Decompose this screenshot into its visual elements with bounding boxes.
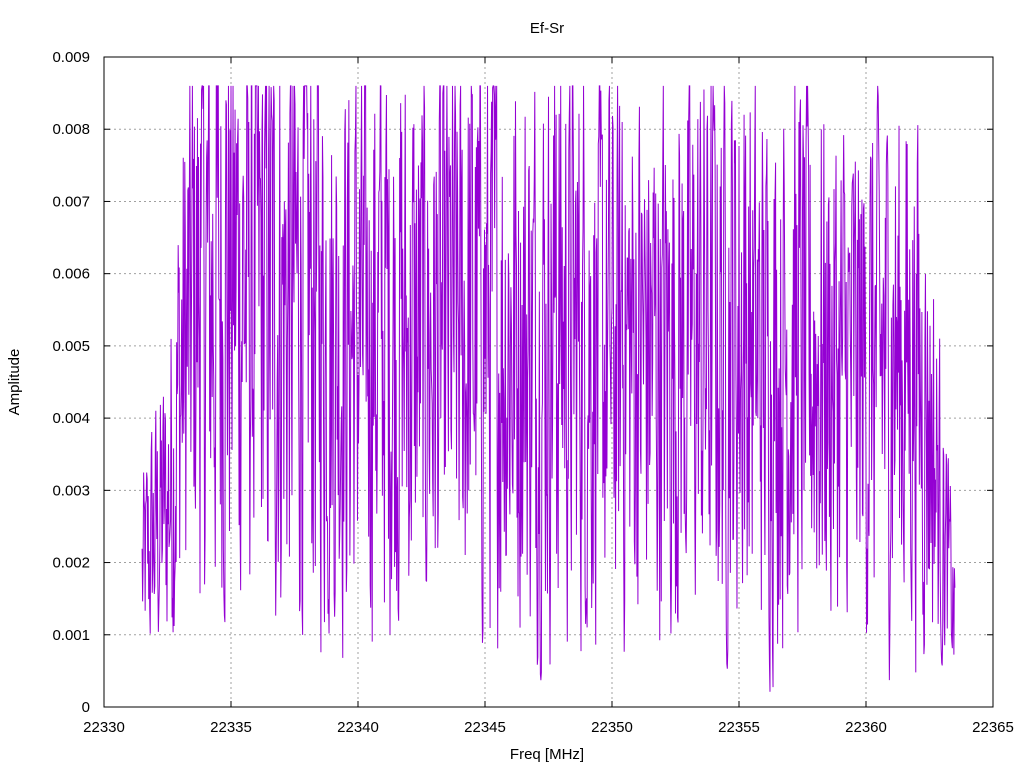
- tick-marks: [103, 56, 994, 708]
- x-tick-label: 22350: [591, 719, 633, 736]
- x-tick-label: 22330: [83, 719, 125, 736]
- series-line: [141, 85, 956, 692]
- chart-title: Ef-Sr: [530, 20, 564, 37]
- x-tick-label: 22360: [845, 719, 887, 736]
- x-tick-labels: 22330 22335 22340 22345 22350 22355 22360 22365: [83, 719, 1014, 736]
- y-axis-label: Amplitude: [6, 349, 23, 416]
- y-tick-label: 0: [82, 699, 90, 716]
- x-axis-label: Freq [MHz]: [510, 746, 584, 763]
- series-layer: [141, 85, 956, 692]
- x-tick-label: 22355: [718, 719, 760, 736]
- y-tick-label: 0.006: [52, 266, 90, 283]
- y-tick-label: 0.007: [52, 193, 90, 210]
- y-tick-label: 0.008: [52, 121, 90, 138]
- x-tick-label: 22345: [464, 719, 506, 736]
- y-tick-label: 0.003: [52, 482, 90, 499]
- x-tick-label: 22365: [972, 719, 1014, 736]
- y-tick-label: 0.009: [52, 49, 90, 66]
- y-tick-labels: 0 0.001 0.002 0.003 0.004 0.005 0.006 0.007 0.00…: [52, 49, 90, 716]
- x-tick-label: 22335: [210, 719, 252, 736]
- y-tick-label: 0.005: [52, 338, 90, 355]
- y-tick-label: 0.004: [52, 410, 90, 427]
- x-tick-label: 22340: [337, 719, 379, 736]
- plot-frame: [103, 56, 994, 708]
- y-tick-label: 0.001: [52, 627, 90, 644]
- y-tick-label: 0.002: [52, 555, 90, 572]
